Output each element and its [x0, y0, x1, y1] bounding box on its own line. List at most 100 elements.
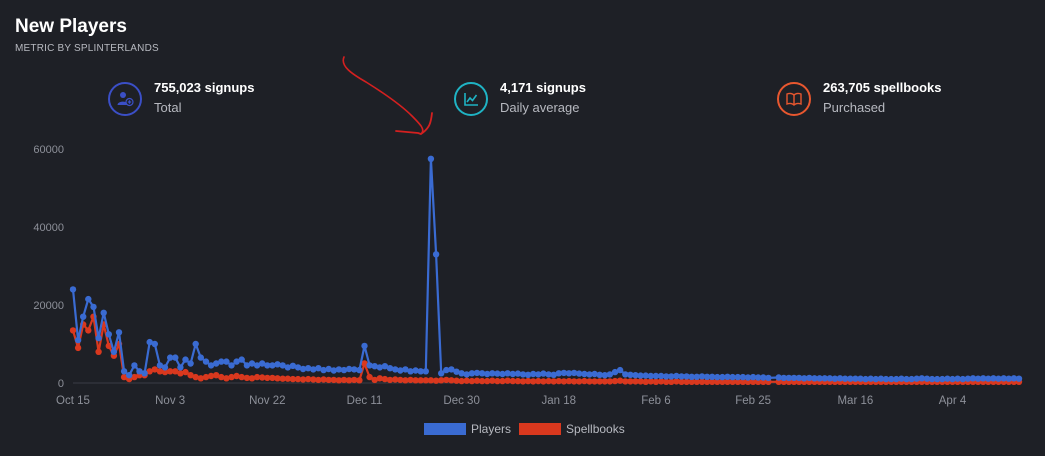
- stat-spellbooks-label: Purchased: [823, 100, 886, 115]
- data-point-players: [386, 365, 394, 372]
- data-point-players: [949, 375, 956, 383]
- data-point-spellbooks: [105, 342, 113, 350]
- data-point-players: [944, 375, 951, 382]
- data-point-spellbooks: [714, 378, 721, 385]
- data-point-players: [908, 375, 915, 383]
- data-point-players: [535, 371, 542, 378]
- data-point-spellbooks: [673, 378, 680, 385]
- data-point-players: [284, 364, 291, 371]
- data-point-players: [141, 370, 148, 377]
- data-point-spellbooks: [484, 377, 491, 385]
- data-point-spellbooks: [535, 377, 542, 385]
- data-point-players: [923, 375, 931, 382]
- y-tick-label: 60000: [33, 144, 64, 156]
- data-point-players: [269, 362, 276, 369]
- data-point-players: [703, 373, 711, 380]
- data-point-spellbooks: [392, 376, 399, 383]
- data-point-spellbooks: [131, 373, 138, 381]
- data-point-players: [550, 371, 557, 378]
- data-point-players: [361, 342, 368, 350]
- data-point-players: [126, 372, 133, 379]
- data-point-players: [611, 368, 619, 376]
- data-point-players: [335, 366, 343, 373]
- data-point-players: [90, 303, 97, 311]
- data-point-players: [438, 370, 445, 377]
- data-point-players: [698, 373, 706, 380]
- data-point-spellbooks: [69, 327, 77, 334]
- data-point-spellbooks: [570, 378, 578, 385]
- data-point-players: [939, 375, 946, 383]
- data-point-players: [136, 368, 143, 375]
- data-point-players: [315, 365, 322, 372]
- data-point-players: [453, 368, 460, 375]
- data-point-players: [432, 251, 440, 258]
- data-point-players: [131, 362, 138, 369]
- data-point-players: [182, 356, 189, 363]
- data-point-players: [795, 374, 803, 382]
- legend-label-spellbooks: Spellbooks: [566, 422, 625, 436]
- data-point-spellbooks: [519, 378, 527, 385]
- data-point-spellbooks: [591, 378, 598, 385]
- data-point-players: [622, 371, 629, 378]
- data-point-spellbooks: [146, 368, 153, 375]
- data-point-players: [218, 358, 225, 365]
- data-point-players: [990, 375, 997, 382]
- data-point-players: [852, 375, 859, 382]
- data-point-players: [197, 354, 204, 361]
- data-point-spellbooks: [305, 375, 312, 383]
- data-point-players: [877, 375, 885, 382]
- data-point-players: [69, 286, 77, 293]
- data-point-players: [223, 358, 230, 365]
- data-point-players: [458, 370, 465, 377]
- data-point-spellbooks: [269, 374, 276, 382]
- legend-swatch-players: [424, 423, 466, 435]
- data-point-spellbooks: [504, 377, 511, 384]
- data-point-players: [581, 370, 588, 378]
- legend-item-players[interactable]: Players: [424, 422, 511, 436]
- data-point-players: [233, 358, 240, 365]
- data-point-spellbooks: [279, 375, 286, 382]
- data-point-spellbooks: [530, 378, 537, 385]
- data-point-players: [1015, 375, 1023, 382]
- data-point-players: [207, 362, 215, 369]
- y-tick-label: 20000: [33, 300, 64, 312]
- data-point-players: [238, 356, 245, 363]
- data-point-spellbooks: [264, 374, 271, 382]
- data-point-players: [192, 340, 199, 348]
- data-point-players: [964, 375, 972, 382]
- data-point-players: [397, 367, 404, 374]
- data-point-spellbooks: [320, 376, 327, 383]
- data-point-spellbooks: [494, 377, 501, 385]
- data-point-players: [898, 375, 905, 382]
- data-point-spellbooks: [678, 378, 685, 385]
- data-point-players: [74, 336, 82, 344]
- data-point-spellbooks: [402, 377, 409, 384]
- legend-item-spellbooks[interactable]: Spellbooks: [519, 422, 625, 436]
- stat-total-value: 755,023 signups: [154, 80, 255, 95]
- data-point-players: [806, 374, 813, 382]
- x-tick-label: Oct 15: [56, 395, 90, 407]
- data-point-players: [847, 375, 854, 382]
- data-point-spellbooks: [576, 378, 583, 385]
- data-point-players: [213, 360, 220, 367]
- data-point-spellbooks: [729, 378, 736, 385]
- data-point-spellbooks: [560, 378, 568, 385]
- data-point-spellbooks: [228, 373, 235, 381]
- data-point-spellbooks: [345, 377, 353, 384]
- data-point-players: [253, 362, 261, 369]
- data-point-players: [831, 375, 839, 382]
- data-point-players: [673, 372, 680, 380]
- data-point-spellbooks: [724, 378, 731, 385]
- series-line-players: [71, 157, 1020, 381]
- data-point-players: [867, 375, 874, 382]
- data-point-players: [110, 348, 118, 355]
- data-point-players: [473, 369, 481, 377]
- data-point-players: [320, 366, 327, 374]
- data-point-spellbooks: [509, 377, 516, 385]
- data-point-players: [463, 371, 470, 378]
- data-point-spellbooks: [632, 378, 639, 385]
- data-point-players: [893, 375, 900, 383]
- data-point-players: [657, 372, 665, 380]
- data-point-players: [95, 334, 102, 342]
